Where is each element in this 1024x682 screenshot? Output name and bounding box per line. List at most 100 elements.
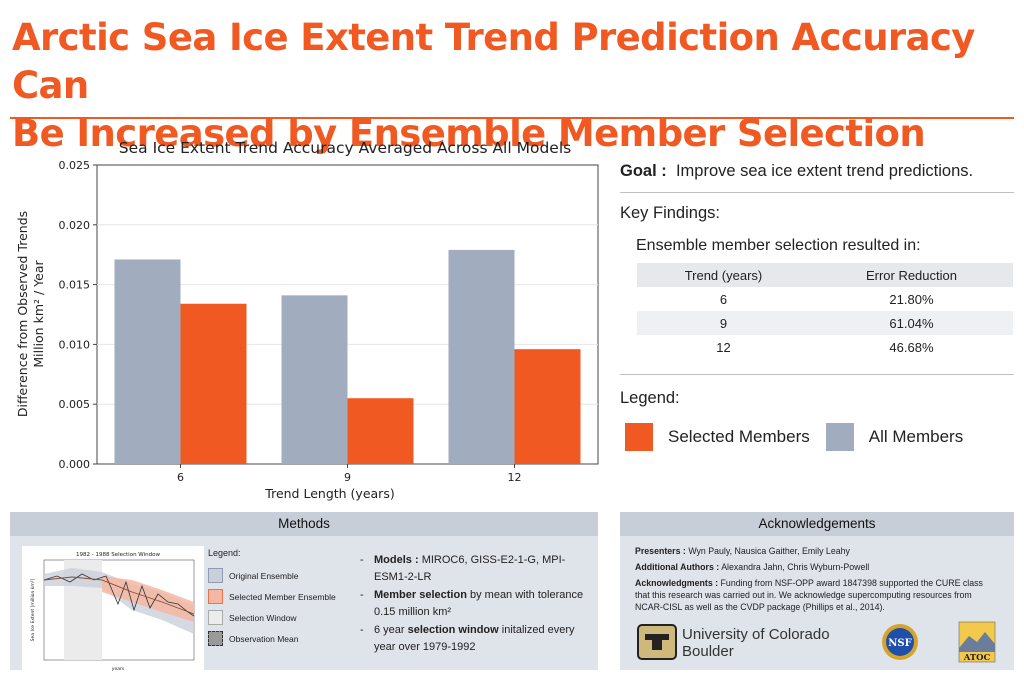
methods-header: Methods xyxy=(10,512,598,536)
legend-item: Selection Window xyxy=(208,607,354,628)
legend-title: Legend: xyxy=(620,389,680,407)
poster-title: Arctic Sea Ice Extent Trend Prediction A… xyxy=(12,14,1022,158)
legend-swatch xyxy=(208,568,223,583)
legend-swatch xyxy=(208,631,223,646)
table-cell: 9 xyxy=(637,311,810,335)
y-tick-label: 0.005 xyxy=(59,398,91,411)
legend-swatch-all xyxy=(825,423,854,451)
authors-names: Alexandra Jahn, Chris Wyburn-Powell xyxy=(721,562,870,572)
table-cell: 6 xyxy=(637,287,810,311)
ack-label: Acknowledgments : xyxy=(635,578,719,588)
title-divider xyxy=(10,117,1014,119)
selection-window-label: selection window xyxy=(407,624,499,636)
divider xyxy=(620,374,1014,375)
nsf-logo-text: NSF xyxy=(888,638,911,649)
legend-swatch xyxy=(208,610,223,625)
selected-ensemble-band xyxy=(102,576,194,622)
y-tick-label: 0.010 xyxy=(59,338,91,351)
observation-line xyxy=(43,573,195,617)
ack-text: Funding from NSF-OPP award 1847398 suppo… xyxy=(635,578,983,612)
x-tick-label: 12 xyxy=(508,471,522,484)
selection-window-svg: 1982 - 1988 Selection Window Sea Ice Ext… xyxy=(30,552,195,672)
legend-item-label: Selected Member Ensemble xyxy=(229,591,336,602)
x-tick-label: 6 xyxy=(177,471,184,484)
goal-section: Goal : Improve sea ice extent trend pred… xyxy=(620,150,1014,192)
atoc-logo-icon: ATOC xyxy=(958,621,996,663)
cu-line-2: Boulder xyxy=(682,643,734,660)
legend: Selected Members All Members xyxy=(625,423,1014,451)
y-tick-label: 0.020 xyxy=(59,219,91,232)
key-findings-subtitle: Ensemble member selection resulted in: xyxy=(636,237,921,254)
bar-chart-svg: Sea Ice Extent Trend Accuracy Averaged A… xyxy=(15,139,599,501)
authors-line: Additional Authors : Alexandra Jahn, Chr… xyxy=(635,561,999,573)
list-item: - 6 year selection window initalized eve… xyxy=(360,624,575,653)
acknowledgements-panel: Acknowledgements Presenters : Wyn Pauly,… xyxy=(620,512,1014,670)
acknowledgements-header: Acknowledgements xyxy=(620,512,1014,536)
nsf-logo-icon: NSF xyxy=(882,624,918,660)
selection-window-plot: 1982 - 1988 Selection Window Sea Ice Ext… xyxy=(22,546,204,674)
models-label: Models : xyxy=(374,554,419,566)
list-item: - Member selection by mean with toleranc… xyxy=(360,589,584,618)
divider xyxy=(620,192,1014,193)
mini-plot-ylabel: Sea Ice Extent [million km²] xyxy=(30,578,36,641)
cu-line-1: University of Colorado xyxy=(682,626,830,643)
bars xyxy=(114,249,581,464)
methods-list: - Models : MIROC6, GISS-E2-1-G, MPI-ESM1… xyxy=(360,552,590,657)
findings-table: Trend (years) Error Reduction 6 21.80% 9… xyxy=(637,263,1013,359)
x-tick-label: 9 xyxy=(344,471,351,484)
chart-title: Sea Ice Extent Trend Accuracy Averaged A… xyxy=(119,139,571,157)
y-axis-label-line2: Million km² / Year xyxy=(31,260,46,368)
methods-panel: Methods 1982 - 1988 Selection Window Sea… xyxy=(10,512,598,674)
legend-item-label: Observation Mean xyxy=(229,633,299,644)
bar-selected-members-6 xyxy=(180,303,247,464)
table-row: 6 21.80% xyxy=(637,287,1013,311)
legend-item: Original Ensemble xyxy=(208,565,354,586)
table-header-row: Trend (years) Error Reduction xyxy=(637,263,1013,287)
legend-item: Observation Mean xyxy=(208,628,354,649)
table-cell: 46.68% xyxy=(809,335,1013,359)
atoc-logo-text: ATOC xyxy=(963,653,991,663)
title-line-2: Be Increased by Ensemble Member Selectio… xyxy=(12,112,926,155)
y-axis-label-line1: Difference from Observed Trends xyxy=(15,211,30,417)
title-line-1: Arctic Sea Ice Extent Trend Prediction A… xyxy=(12,16,975,107)
legend-item: Selected Member Ensemble xyxy=(208,586,354,607)
presenters-names: Wyn Pauly, Nausica Gaither, Emily Leahy xyxy=(688,546,850,556)
ack-line: Acknowledgments : Funding from NSF-OPP a… xyxy=(635,577,999,613)
bar-selected-members-12 xyxy=(514,349,581,464)
models-text: MIROC6, GISS-E2-1-G, MPI-ESM1-2-LR xyxy=(374,554,566,583)
x-axis-label: Trend Length (years) xyxy=(264,486,394,501)
list-item: - Models : MIROC6, GISS-E2-1-G, MPI-ESM1… xyxy=(360,554,566,583)
y-tick-label: 0.000 xyxy=(59,458,91,471)
member-selection-label: Member selection xyxy=(374,589,467,601)
authors-label: Additional Authors : xyxy=(635,562,720,572)
logos-row: University of Colorado Boulder NSF ATOC xyxy=(635,620,1004,668)
y-ticks: 0.000 0.005 0.010 0.015 0.020 0.025 xyxy=(59,159,97,471)
x-ticks: 6 9 12 xyxy=(177,464,522,484)
mini-plot-xlabel: years xyxy=(112,666,125,672)
y-tick-label: 0.025 xyxy=(59,159,91,172)
table-cell: 21.80% xyxy=(809,287,1013,311)
bar-all-members-9 xyxy=(281,295,348,464)
bar-selected-members-9 xyxy=(347,398,414,464)
selection-window-text: initalized every year over 1979-1992 xyxy=(374,624,575,653)
presenters-label: Presenters : xyxy=(635,546,686,556)
right-column: Goal : Improve sea ice extent trend pred… xyxy=(620,150,1014,451)
methods-legend: Legend: Original Ensemble Selected Membe… xyxy=(208,548,354,649)
member-selection-text: by mean with tolerance 0.15 million km² xyxy=(374,589,584,618)
table-cell: 12 xyxy=(637,335,810,359)
legend-item-label: Original Ensemble xyxy=(229,570,299,581)
table-row: 12 46.68% xyxy=(637,335,1013,359)
table-header: Trend (years) xyxy=(637,263,810,287)
mini-plot-title: 1982 - 1988 Selection Window xyxy=(76,552,161,558)
cu-logo-icon xyxy=(637,624,677,660)
table-cell: 61.04% xyxy=(809,311,1013,335)
bar-all-members-12 xyxy=(448,249,515,464)
legend-swatch-selected xyxy=(625,423,653,451)
y-tick-label: 0.015 xyxy=(59,279,91,292)
table-header: Error Reduction xyxy=(809,263,1013,287)
original-ensemble-band xyxy=(44,568,194,634)
cu-wordmark: University of Colorado Boulder xyxy=(682,626,830,660)
bar-all-members-6 xyxy=(114,259,181,464)
legend-label-all: All Members xyxy=(868,427,964,446)
goal-label: Goal : xyxy=(620,162,667,180)
